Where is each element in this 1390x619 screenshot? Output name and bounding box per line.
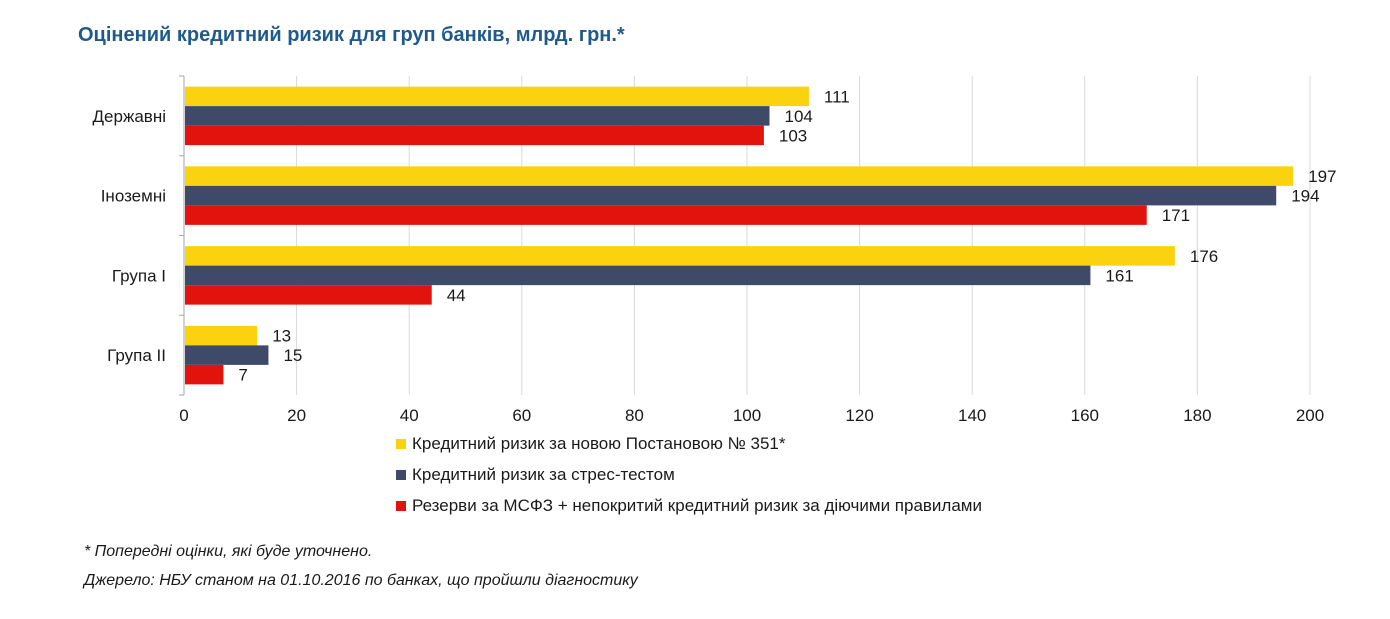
legend-item-stress-test: Кредитний ризик за стрес-тестом	[396, 459, 982, 490]
data-label: 104	[785, 107, 813, 126]
legend-swatch-navy	[396, 469, 406, 480]
data-label: 7	[238, 366, 247, 385]
category-label: Іноземні	[101, 187, 166, 206]
bar	[185, 185, 1277, 206]
data-label: 161	[1105, 266, 1133, 285]
bar	[185, 166, 1294, 186]
data-label: 44	[447, 286, 466, 305]
data-label: 111	[824, 87, 850, 106]
x-tick-label: 200	[1296, 406, 1324, 425]
legend-swatch-red	[396, 500, 406, 511]
data-label: 103	[779, 126, 807, 145]
chart-legend: Кредитний ризик за новою Постановою № 35…	[396, 428, 982, 521]
x-tick-label: 40	[400, 406, 419, 425]
x-tick-label: 140	[958, 406, 986, 425]
data-label: 171	[1162, 206, 1190, 225]
bar	[185, 265, 1091, 286]
bar	[185, 106, 770, 126]
bar	[185, 86, 809, 107]
category-label: Група І	[112, 266, 166, 285]
bar	[185, 364, 224, 385]
x-tick-label: 80	[625, 406, 644, 425]
x-tick-label: 120	[845, 406, 873, 425]
legend-label: Резерви за МСФЗ + непокритий кредитний р…	[412, 495, 982, 515]
legend-swatch-yellow	[396, 438, 406, 449]
x-tick-label: 100	[733, 406, 761, 425]
bar	[185, 205, 1147, 225]
legend-label: Кредитний ризик за стрес-тестом	[412, 464, 675, 484]
legend-item-new-regulation: Кредитний ризик за новою Постановою № 35…	[396, 428, 982, 459]
data-label: 176	[1190, 247, 1218, 266]
bar	[185, 345, 269, 365]
data-label: 15	[283, 346, 302, 365]
bar	[185, 285, 432, 305]
bar	[185, 125, 764, 146]
bar	[185, 246, 1175, 266]
chart-title: Оцінений кредитний ризик для груп банків…	[78, 24, 625, 46]
legend-label: Кредитний ризик за новою Постановою № 35…	[412, 433, 786, 453]
x-tick-label: 180	[1183, 406, 1211, 425]
chart-notes: * Попередні оцінки, які буде уточнено. Д…	[84, 542, 638, 600]
category-label: Група ІІ	[107, 346, 166, 365]
x-tick-label: 60	[512, 406, 531, 425]
legend-item-ifrs-reserves: Резерви за МСФЗ + непокритий кредитний р…	[396, 490, 982, 521]
footnote-preliminary: * Попередні оцінки, які буде уточнено.	[84, 543, 373, 560]
x-tick-label: 0	[179, 406, 188, 425]
footnote-source: Джерело: НБУ станом на 01.10.2016 по бан…	[84, 572, 638, 589]
category-label: Державні	[93, 107, 166, 126]
x-tick-label: 160	[1071, 406, 1099, 425]
x-tick-label: 20	[287, 406, 306, 425]
bar	[185, 325, 258, 346]
data-label: 13	[272, 327, 291, 346]
data-label: 194	[1291, 187, 1319, 206]
data-label: 197	[1308, 167, 1336, 186]
